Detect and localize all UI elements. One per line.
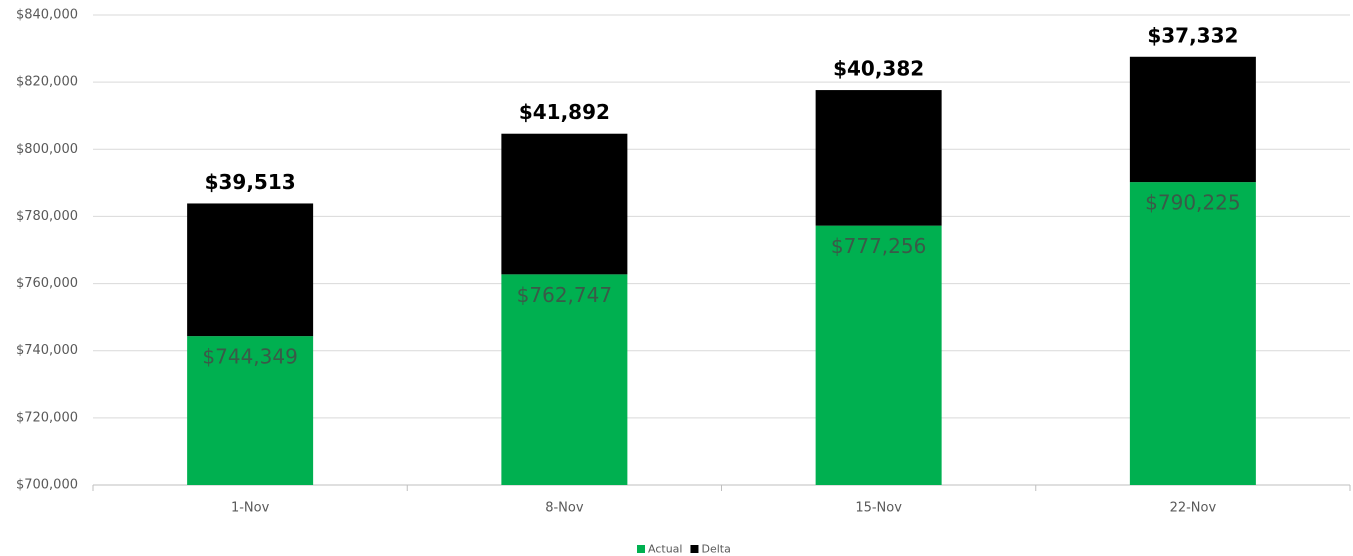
legend-label: Actual <box>648 543 682 556</box>
y-tick-label: $840,000 <box>16 8 78 23</box>
x-tick-label: 22-Nov <box>1170 501 1217 516</box>
bar-segment <box>501 274 628 485</box>
bar-segment <box>187 336 314 485</box>
y-tick-label: $700,000 <box>16 478 78 493</box>
bar-segment <box>1129 182 1256 485</box>
y-tick-label: $720,000 <box>16 410 78 425</box>
y-tick-label: $820,000 <box>16 75 78 90</box>
legend-swatch <box>690 545 699 553</box>
legend-label: Delta <box>701 543 730 556</box>
x-tick-label: 1-Nov <box>231 501 270 516</box>
data-label: $744,349 <box>202 345 297 369</box>
data-label: $37,332 <box>1147 23 1238 47</box>
bar-segment <box>187 203 314 337</box>
y-tick-label: $760,000 <box>16 276 78 291</box>
y-tick-label: $800,000 <box>16 142 78 157</box>
x-tick-label: 8-Nov <box>545 501 584 516</box>
data-label: $777,256 <box>831 234 926 258</box>
bar-segment <box>1129 56 1256 183</box>
bar-segment <box>501 133 628 275</box>
x-tick-label: 15-Nov <box>855 501 902 516</box>
legend-swatch <box>637 545 645 553</box>
y-tick-label: $740,000 <box>16 343 78 358</box>
data-label: $39,513 <box>205 170 296 194</box>
bar-segment <box>815 225 942 485</box>
data-label: $790,225 <box>1145 191 1240 215</box>
y-tick-label: $780,000 <box>16 209 78 224</box>
data-label: $762,747 <box>517 283 612 307</box>
data-label: $41,892 <box>519 100 610 124</box>
bar-segment <box>815 90 942 226</box>
data-label: $40,382 <box>833 57 924 81</box>
